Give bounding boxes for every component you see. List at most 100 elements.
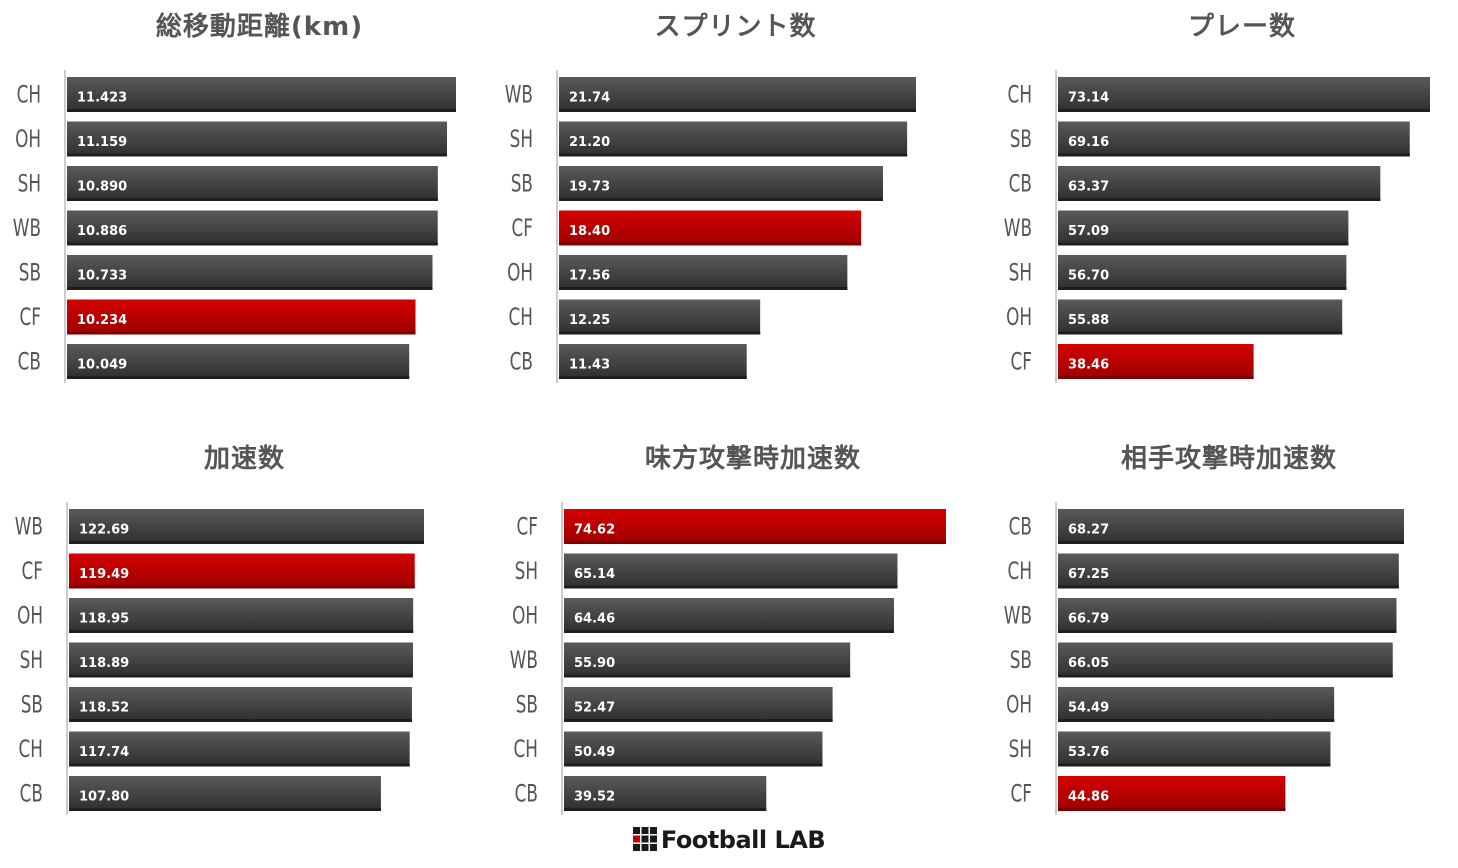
category-label: WB bbox=[510, 647, 538, 675]
value-label: 67.25 bbox=[1068, 567, 1109, 582]
bar-shadow bbox=[69, 763, 410, 767]
brand-logo: Football LAB bbox=[0, 826, 1458, 854]
chart-panel-6: 相手攻撃時加速数 CB 68.27 CH 67.25 WB 66.79 SB 66.05 OH 54… bbox=[990, 432, 1458, 852]
value-label: 118.52 bbox=[79, 701, 129, 716]
category-label: SH bbox=[18, 170, 41, 198]
bar-ch bbox=[69, 731, 410, 767]
bar-cb bbox=[1058, 166, 1381, 201]
category-label: SB bbox=[1010, 647, 1032, 675]
bar-sb bbox=[1058, 121, 1410, 157]
bar-shadow bbox=[67, 242, 438, 246]
value-label: 118.95 bbox=[79, 612, 129, 627]
category-label: CH bbox=[17, 81, 41, 109]
bar-wb bbox=[1058, 598, 1397, 633]
bar-shadow bbox=[1058, 585, 1399, 589]
value-label: 10.890 bbox=[77, 180, 127, 195]
bar-sb bbox=[69, 687, 412, 722]
category-label: OH bbox=[507, 259, 533, 287]
category-label: OH bbox=[512, 602, 538, 630]
category-label: SH bbox=[1009, 736, 1032, 764]
chart-title: スプリント数 bbox=[654, 12, 817, 42]
bar-chart: WB 21.74 SH 21.20 SB 19.73 CF 18.40 OH 17.56 CH 12.… bbox=[505, 70, 916, 383]
chart-panel-4: 加速数 WB 122.69 CF 119.49 OH 118.95 SH 118.89 SB 118… bbox=[0, 432, 486, 852]
bar-shadow bbox=[559, 109, 916, 112]
bar-shadow bbox=[1058, 198, 1381, 201]
bar-shadow bbox=[1058, 287, 1347, 290]
bar-ch bbox=[1058, 553, 1399, 589]
value-label: 18.40 bbox=[569, 224, 610, 239]
category-label: WB bbox=[15, 513, 43, 541]
category-label: WB bbox=[13, 215, 41, 243]
chart-title: 総移動距離(km) bbox=[155, 12, 364, 42]
bar-oh bbox=[1058, 299, 1343, 335]
category-label: CF bbox=[20, 304, 41, 332]
bar-shadow bbox=[559, 153, 908, 157]
bar-cf bbox=[564, 509, 946, 544]
value-label: 73.14 bbox=[1068, 91, 1109, 106]
value-label: 55.90 bbox=[574, 656, 615, 671]
bar-shadow bbox=[1058, 331, 1343, 335]
bar-cf bbox=[1058, 776, 1286, 811]
bar-wb bbox=[564, 642, 851, 678]
value-label: 107.80 bbox=[79, 790, 129, 805]
bar-shadow bbox=[564, 630, 894, 633]
bar-shadow bbox=[67, 331, 416, 335]
bar-shadow bbox=[67, 287, 433, 290]
bar-oh bbox=[564, 598, 894, 633]
bar-chart: CH 11.423 OH 11.159 SH 10.890 WB 10.886 SB 10.733… bbox=[13, 70, 456, 383]
category-label: SB bbox=[516, 691, 538, 719]
value-label: 10.234 bbox=[77, 313, 127, 328]
value-label: 39.52 bbox=[574, 790, 615, 805]
category-label: CF bbox=[512, 215, 533, 243]
value-label: 66.05 bbox=[1068, 656, 1109, 671]
chart-title: 加速数 bbox=[203, 444, 285, 474]
category-label: SB bbox=[511, 170, 533, 198]
value-label: 11.43 bbox=[569, 358, 610, 373]
bar-shadow bbox=[559, 198, 883, 201]
bar-shadow bbox=[1058, 541, 1404, 544]
bar-shadow bbox=[69, 630, 414, 633]
bar-sh bbox=[69, 642, 414, 678]
value-label: 12.25 bbox=[569, 313, 610, 328]
category-label: OH bbox=[17, 602, 43, 630]
bar-shadow bbox=[69, 719, 412, 722]
category-label: CF bbox=[517, 513, 538, 541]
value-label: 57.09 bbox=[1068, 224, 1109, 239]
bar-cb bbox=[69, 776, 381, 811]
value-label: 74.62 bbox=[574, 523, 615, 538]
bar-sh bbox=[559, 121, 908, 157]
chart-panel-5: 味方攻撃時加速数 CF 74.62 SH 65.14 OH 64.46 WB 55.90 SB 52… bbox=[495, 432, 981, 852]
bar-cf bbox=[69, 553, 415, 589]
bar-shadow bbox=[1058, 630, 1397, 633]
value-label: 11.159 bbox=[77, 135, 127, 150]
bar-shadow bbox=[67, 198, 438, 201]
category-label: CB bbox=[18, 348, 41, 376]
category-label: WB bbox=[1004, 602, 1032, 630]
bar-sh bbox=[1058, 731, 1331, 767]
bar-shadow bbox=[564, 808, 767, 811]
bar-shadow bbox=[1058, 109, 1430, 112]
bar-sb bbox=[67, 255, 433, 290]
bar-wb bbox=[67, 210, 438, 246]
bar-shadow bbox=[564, 541, 946, 544]
chart-panel-3: プレー数 CH 73.14 SB 69.16 CB 63.37 WB 57.09 SH 56.70 O… bbox=[990, 0, 1458, 420]
value-label: 44.86 bbox=[1068, 790, 1109, 805]
bar-shadow bbox=[69, 674, 414, 678]
value-label: 56.70 bbox=[1068, 269, 1109, 284]
bar-shadow bbox=[1058, 763, 1331, 767]
bar-chart: WB 122.69 CF 119.49 OH 118.95 SH 118.89 SB 118.52… bbox=[15, 502, 424, 815]
category-label: CF bbox=[1011, 348, 1032, 376]
bar-wb bbox=[559, 77, 916, 112]
category-label: SH bbox=[1009, 259, 1032, 287]
bar-sb bbox=[559, 166, 883, 201]
category-label: OH bbox=[15, 126, 41, 154]
bar-sh bbox=[564, 553, 898, 589]
bar-ch bbox=[1058, 77, 1430, 112]
category-label: SB bbox=[21, 691, 43, 719]
category-label: SH bbox=[510, 126, 533, 154]
value-label: 53.76 bbox=[1068, 745, 1109, 760]
bar-cb bbox=[559, 344, 747, 379]
bar-chart: CB 68.27 CH 67.25 WB 66.79 SB 66.05 OH 54.49 SH 53.… bbox=[1004, 502, 1404, 815]
bar-shadow bbox=[1058, 808, 1286, 811]
bar-oh bbox=[69, 598, 414, 633]
